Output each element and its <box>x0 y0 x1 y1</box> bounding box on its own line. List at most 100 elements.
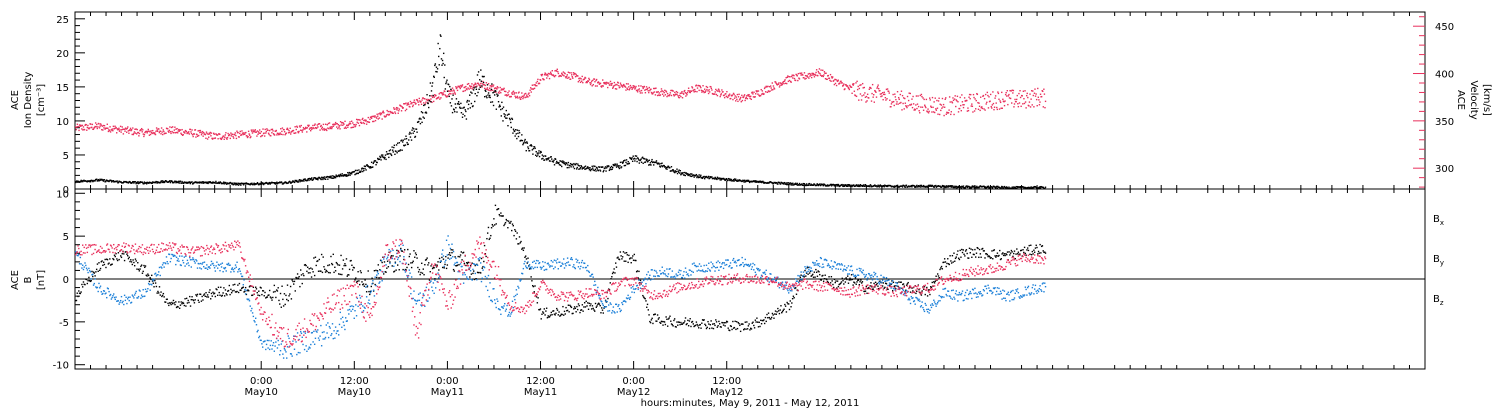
data-point <box>107 127 109 129</box>
data-point <box>696 87 699 89</box>
data-point <box>891 280 893 282</box>
data-point <box>97 178 100 181</box>
data-point <box>148 280 151 283</box>
data-point <box>996 106 998 109</box>
data-point <box>625 161 627 164</box>
data-point <box>469 107 471 109</box>
data-point <box>858 87 861 90</box>
data-point <box>833 185 836 187</box>
data-point <box>265 132 267 134</box>
data-point <box>277 132 279 135</box>
data-point <box>152 282 154 284</box>
data-point <box>339 128 341 130</box>
data-point <box>336 262 338 265</box>
data-point <box>383 115 386 117</box>
data-point <box>256 181 259 184</box>
data-point <box>272 130 274 132</box>
data-point <box>639 279 642 282</box>
data-point <box>451 111 454 114</box>
data-point <box>380 113 383 115</box>
data-point <box>981 106 983 108</box>
data-point <box>516 137 518 140</box>
data-point <box>957 101 959 103</box>
data-point <box>658 92 660 94</box>
data-point <box>510 95 512 98</box>
data-point <box>209 181 212 183</box>
data-point <box>1044 252 1047 254</box>
data-point <box>445 255 447 258</box>
data-point <box>87 271 89 274</box>
data-point <box>596 85 598 87</box>
data-point <box>542 155 545 157</box>
data-point <box>556 307 558 310</box>
data-point <box>1039 93 1042 95</box>
data-point <box>362 167 365 170</box>
data-point <box>115 296 117 298</box>
data-point <box>834 78 836 81</box>
data-point <box>239 130 241 133</box>
data-point <box>903 185 905 187</box>
data-point <box>397 250 400 253</box>
data-point <box>760 180 762 183</box>
data-point <box>878 287 880 290</box>
data-point <box>795 183 798 186</box>
data-point <box>973 110 976 112</box>
data-point <box>851 278 854 281</box>
data-point <box>491 101 494 103</box>
data-point <box>964 255 966 257</box>
data-point <box>930 105 932 107</box>
data-point <box>610 168 612 171</box>
data-point <box>919 112 921 114</box>
data-point <box>406 103 409 105</box>
data-point <box>688 90 690 92</box>
data-point <box>259 182 261 185</box>
data-point <box>849 277 851 280</box>
data-point <box>322 129 324 131</box>
data-point <box>441 59 444 62</box>
data-point <box>409 253 411 255</box>
data-point <box>992 91 994 93</box>
data-point <box>423 104 425 107</box>
data-point <box>207 133 209 136</box>
data-point <box>251 130 253 133</box>
data-point <box>727 96 729 98</box>
data-point <box>658 162 660 164</box>
data-point <box>919 184 921 187</box>
data-point <box>361 118 363 121</box>
data-point <box>255 286 257 288</box>
data-point <box>327 122 330 125</box>
data-point <box>444 88 447 90</box>
data-point <box>885 283 888 285</box>
data-point <box>659 321 661 324</box>
data-point <box>834 184 837 186</box>
data-point <box>396 249 398 252</box>
data-point <box>507 94 510 96</box>
data-point <box>328 122 331 124</box>
data-point <box>981 107 984 110</box>
data-point <box>1040 252 1042 254</box>
data-point <box>688 320 691 322</box>
data-point <box>465 88 468 90</box>
data-point <box>810 74 812 76</box>
data-point <box>525 258 528 260</box>
data-point <box>355 277 357 279</box>
data-point <box>402 268 404 271</box>
data-point <box>576 308 579 311</box>
data-point <box>619 251 622 253</box>
data-point <box>735 178 737 180</box>
data-point <box>111 129 113 131</box>
data-point <box>244 286 247 289</box>
density-tick-label: 15 <box>56 83 69 94</box>
data-point <box>145 183 148 185</box>
data-point <box>835 280 837 282</box>
data-point <box>940 265 943 268</box>
data-point <box>212 132 215 135</box>
data-point <box>756 321 759 323</box>
data-point <box>459 106 461 108</box>
data-point <box>676 93 678 96</box>
data-point <box>760 323 763 325</box>
data-point <box>400 110 403 112</box>
data-point <box>995 102 997 104</box>
data-point <box>262 182 264 184</box>
data-point <box>805 77 807 80</box>
